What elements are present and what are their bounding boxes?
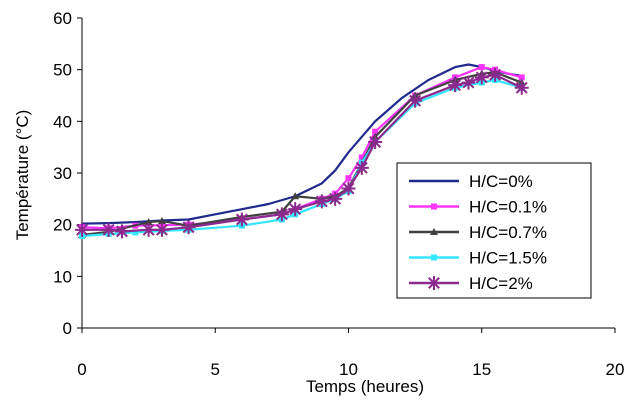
data-point [461,75,476,90]
legend-label: H/C=0.1% [469,198,547,217]
x-tick-label: 0 [77,360,86,379]
data-point [518,74,525,81]
data-point [141,222,156,237]
data-point [114,224,129,239]
legend-label: H/C=1.5% [469,249,547,268]
data-point [354,160,369,175]
y-tick-label: 10 [53,267,72,286]
y-axis-label: Température (°C) [13,110,32,241]
data-point [288,202,303,217]
x-tick-label: 5 [211,360,220,379]
legend-item: H/C=0.1% [409,198,547,217]
data-point [144,218,153,226]
data-point [474,70,489,85]
legend-label: H/C=2% [469,274,533,293]
y-tick-label: 20 [53,216,72,235]
legend: H/C=0% H/C=0.1% H/C=0.7% H/C=1.5% H/C=2% [396,162,592,299]
series-layer [75,63,529,240]
data-point [132,229,139,236]
y-tick-label: 50 [53,61,72,80]
series-1 [81,63,522,225]
x-axis-label: Temps (heures) [306,377,424,396]
data-point [341,181,356,196]
legend-box [396,162,592,299]
data-point [181,220,196,235]
x-tick-label: 20 [606,360,625,379]
data-point [328,191,343,206]
legend-item: H/C=0% [409,172,533,191]
axes: 0 10 20 30 40 50 60 0 5 10 15 20 [53,9,624,379]
legend-item: H/C=2% [409,274,533,293]
data-point [368,135,383,149]
y-tick-label: 0 [63,319,72,338]
x-tick-label: 10 [339,360,358,379]
y-tick-label: 40 [53,112,72,131]
data-point [101,222,116,237]
data-point [157,217,166,225]
legend-label: H/C=0% [469,172,533,191]
data-point [408,93,423,108]
data-point [478,64,485,71]
data-point [430,228,438,235]
data-point [431,203,437,210]
series-5 [75,67,529,239]
y-tick-label: 60 [53,9,72,28]
data-point [372,128,379,135]
data-point [448,78,463,93]
data-point [274,207,289,222]
data-point [488,67,503,82]
data-point [234,212,249,227]
data-point [431,254,437,261]
data-point [154,222,169,237]
data-point [345,175,352,182]
data-point [75,222,89,237]
legend-label: H/C=0.7% [469,223,547,242]
series-line [81,63,522,225]
data-point [427,276,441,290]
legend-item: H/C=1.5% [409,249,547,268]
data-point [514,80,529,95]
data-point [291,192,300,200]
data-point [358,154,365,161]
x-tick-label: 15 [472,360,491,379]
y-tick-label: 30 [53,164,72,183]
data-point [314,194,329,209]
legend-item: H/C=0.7% [409,223,547,242]
